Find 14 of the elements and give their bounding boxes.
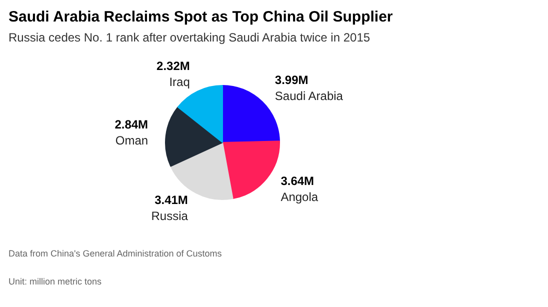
chart-title: Saudi Arabia Reclaims Spot as Top China Oil Supplier bbox=[8, 8, 393, 26]
data-label: 3.41M bbox=[154, 193, 188, 208]
data-label: 3.99M bbox=[274, 72, 308, 87]
data-label: 2.84M bbox=[114, 118, 148, 132]
slice-label: Iraq bbox=[169, 74, 190, 89]
text: Unit: million metric tons bbox=[8, 276, 102, 286]
slice-label: Angola bbox=[280, 190, 318, 204]
text: Data from China's General Administration of Customs bbox=[8, 248, 222, 258]
data-label: 3.64M bbox=[280, 174, 314, 188]
chart-subtitle: Russia cedes No. 1 rank after overtaking Saudi Arabia twice in 2015 bbox=[8, 30, 370, 44]
slice-label: Russia bbox=[151, 209, 188, 224]
slice-label: Oman bbox=[115, 134, 148, 148]
data-label: 2.32M bbox=[156, 58, 190, 73]
slice-label: Saudi Arabia bbox=[274, 88, 344, 103]
